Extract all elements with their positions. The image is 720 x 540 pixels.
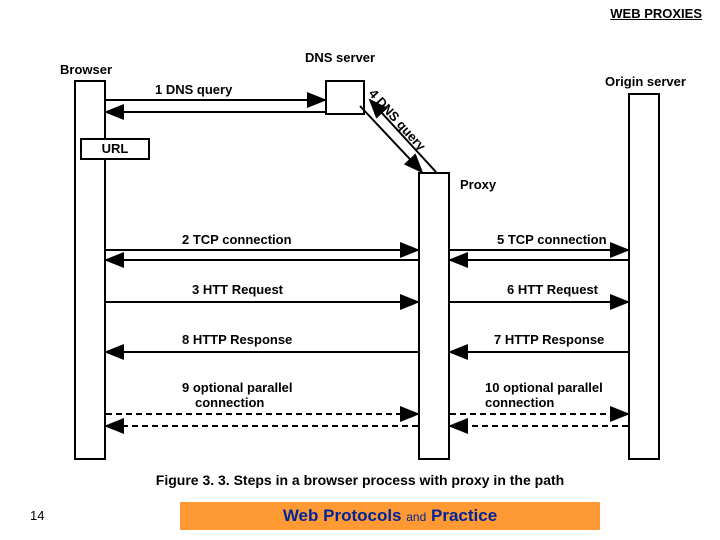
page-header: WEB PROXIES xyxy=(0,0,720,21)
arrows-svg xyxy=(0,22,720,467)
page-number: 14 xyxy=(30,508,44,523)
footer-text-2: and xyxy=(406,510,426,524)
figure-caption: Figure 3. 3. Steps in a browser process … xyxy=(0,472,720,488)
footer: 14 Web Protocols and Practice xyxy=(0,502,720,532)
footer-bar: Web Protocols and Practice xyxy=(180,502,600,530)
footer-text-3: Practice xyxy=(431,506,497,525)
footer-text-1: Web Protocols xyxy=(283,506,402,525)
diagram-stage: URL Browser DNS server Proxy Origin serv… xyxy=(0,22,720,467)
